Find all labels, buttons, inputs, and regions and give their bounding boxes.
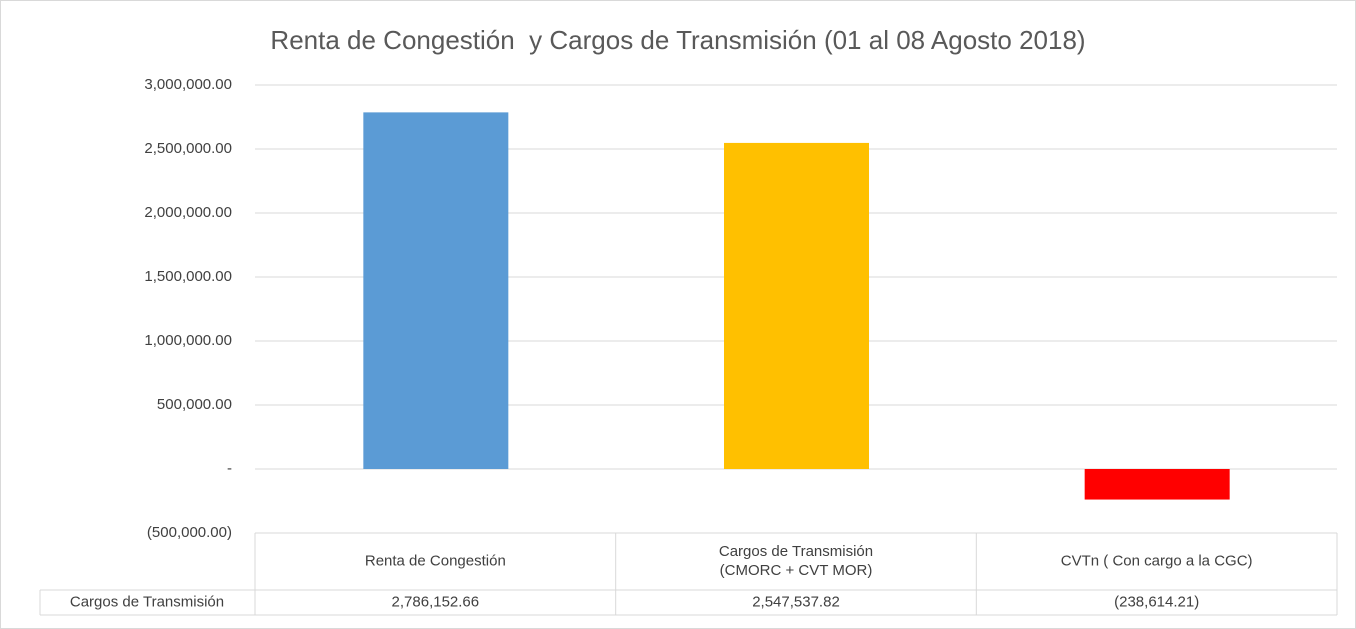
y-tick-label: 500,000.00 [157,396,232,413]
y-tick-label: 1,000,000.00 [144,332,232,349]
y-tick-label: 3,000,000.00 [144,76,232,93]
chart-title: Renta de Congestión y Cargos de Transmis… [270,25,1085,55]
bar [724,142,869,469]
y-tick-label: 2,000,000.00 [144,204,232,221]
x-tick-label: Cargos de Transmisión (CMORC + CVT MOR) [719,543,873,579]
data-label: 2,786,152.66 [392,593,480,610]
bar [363,112,509,469]
y-tick-label: 2,500,000.00 [144,140,232,157]
legend-label: Cargos de Transmisión [70,593,224,610]
y-tick-label: (500,000.00) [147,524,232,541]
data-label: 2,547,537.82 [752,593,840,610]
bar [1084,469,1230,500]
data-label: (238,614.21) [1114,593,1199,610]
y-tick-label: 1,500,000.00 [144,268,232,285]
x-tick-label: Renta de Congestión [365,552,506,569]
x-tick-label: CVTn ( Con cargo a la CGC) [1061,552,1253,569]
y-tick-label: - [227,460,232,477]
